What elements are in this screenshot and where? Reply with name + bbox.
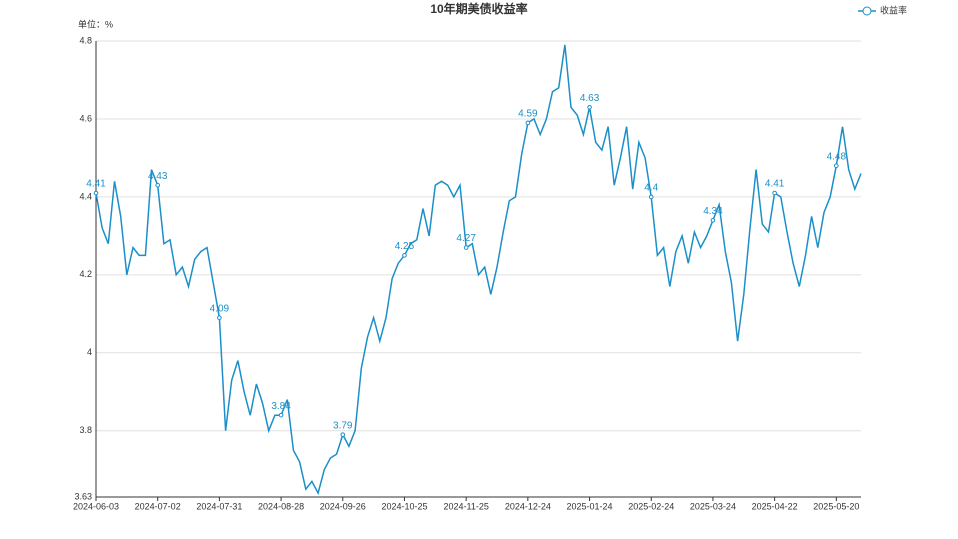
line [95,44,862,496]
x-tick-label: 2025-04-22 [752,501,798,511]
x-tick-label: 2024-08-28 [258,501,304,511]
value-label: 4.63 [580,93,600,104]
x-tick-label: 2025-02-24 [628,501,674,511]
x-tick-label: 2024-10-25 [381,501,427,511]
point [648,194,654,200]
point [463,245,469,250]
x-tick-label: 2024-12-24 [505,501,551,511]
value-label: 4.09 [210,303,230,314]
point [278,412,284,418]
value-label: 4.41 [765,179,785,190]
y-tick-label: 4.2 [79,269,92,279]
y-tick-label: 4.4 [79,191,92,201]
value-label: 4.59 [518,108,538,119]
y-tick-label: 4.8 [79,35,92,45]
legend-marker [862,6,872,16]
y-tick-label: 3.8 [79,425,92,435]
point [402,253,407,258]
point [710,217,716,223]
x-tick-label: 2024-11-25 [443,501,488,511]
value-label: 4.34 [703,206,723,217]
chart-title: 10年期美债收益率 [430,1,527,16]
x-tick-label: 2025-01-24 [567,501,613,511]
value-label: 4.41 [86,179,106,190]
point [587,104,592,110]
y-tick-label: 3.63 [74,491,92,501]
value-label: 4.48 [827,151,847,162]
x-tick-label: 2024-07-02 [135,501,181,511]
value-label: 4.4 [644,183,658,194]
value-label: 3.84 [271,401,291,412]
point [772,190,777,196]
point [93,190,99,196]
value-label: 4.27 [456,233,476,244]
point [834,163,839,169]
point [217,315,222,321]
y-tick-label: 4.6 [79,113,92,123]
x-tick-label: 2025-03-24 [690,501,736,511]
x-tick-label: 2024-07-31 [196,501,242,511]
value-label: 4.25 [395,241,415,252]
x-tick-label: 2024-09-26 [320,501,366,511]
x-tick-label: 2025-05-20 [813,501,859,511]
value-label: 4.43 [148,171,168,182]
point [340,432,346,437]
y-tick-label: 4 [87,347,92,357]
x-tick-label: 2024-06-03 [73,501,119,511]
point [155,182,160,188]
legend-label: 收益率 [880,4,907,15]
unit-label: 单位：% [78,18,113,29]
value-label: 3.79 [333,420,353,431]
point [525,120,531,126]
